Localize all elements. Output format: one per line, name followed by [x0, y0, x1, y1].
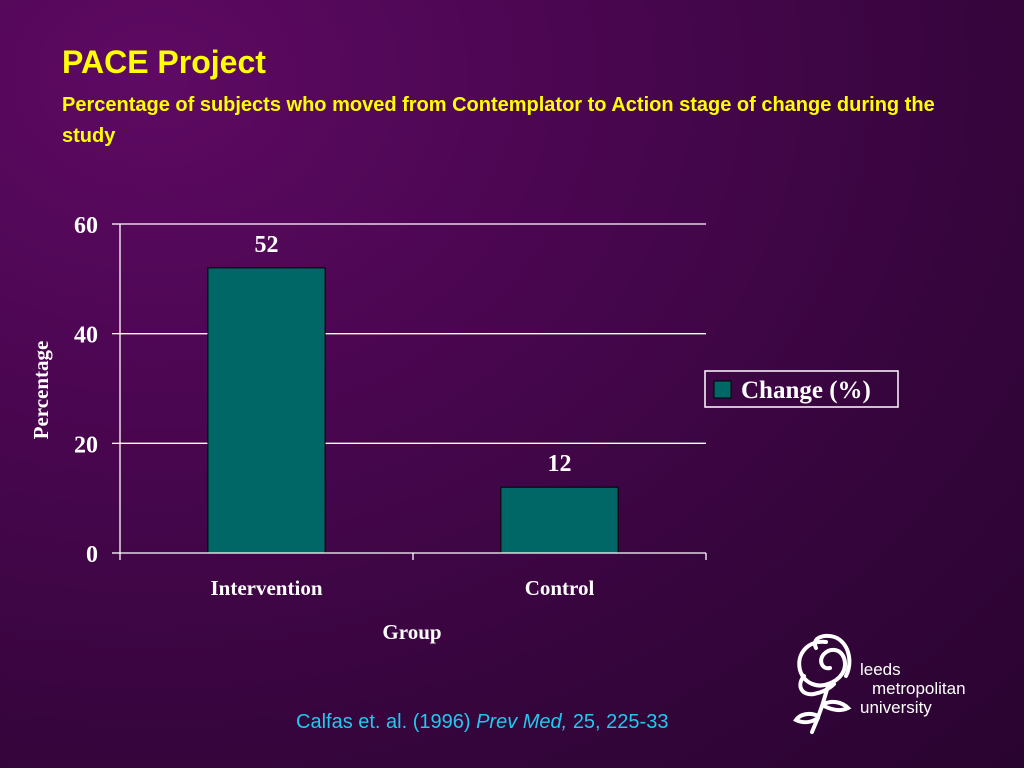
legend-label: Change (%) — [741, 377, 871, 404]
bar-control — [500, 486, 619, 554]
logo-line-3: university — [860, 698, 932, 717]
slide-subtitle: Percentage of subjects who moved from Co… — [62, 94, 935, 147]
data-label: 12 — [548, 451, 572, 477]
x-category-label: Intervention — [211, 576, 323, 600]
x-category-label: Control — [525, 576, 595, 600]
rose-icon — [793, 633, 852, 734]
slide-title: PACE Project — [62, 44, 266, 80]
citation-authors: Calfas et. al. (1996) — [296, 711, 471, 733]
y-tick-label: 40 — [74, 323, 98, 349]
logo-line-1: leeds — [860, 660, 901, 679]
university-logo-text: leeds metropolitan university — [860, 660, 966, 717]
y-axis-title: Percentage — [29, 341, 53, 440]
citation: Calfas et. al. (1996) Prev Med, 25, 225-… — [296, 711, 668, 734]
legend-swatch — [713, 380, 732, 399]
bar-intervention — [207, 267, 326, 554]
y-tick-label: 0 — [86, 542, 98, 568]
y-tick-label: 60 — [74, 213, 98, 239]
data-label: 52 — [255, 232, 279, 258]
legend-frame — [704, 370, 899, 408]
x-axis-title: Group — [382, 620, 441, 644]
axes — [112, 223, 707, 560]
y-tick-label: 20 — [74, 432, 98, 458]
bars — [207, 267, 619, 554]
chart-labels: 0 20 40 60 52 Intervention 12 Control — [74, 213, 594, 600]
citation-journal: Prev Med, — [476, 711, 568, 733]
logo-line-2: metropolitan — [872, 679, 966, 698]
legend: Change (%) — [704, 370, 899, 408]
citation-pages: 25, 225-33 — [572, 711, 669, 733]
